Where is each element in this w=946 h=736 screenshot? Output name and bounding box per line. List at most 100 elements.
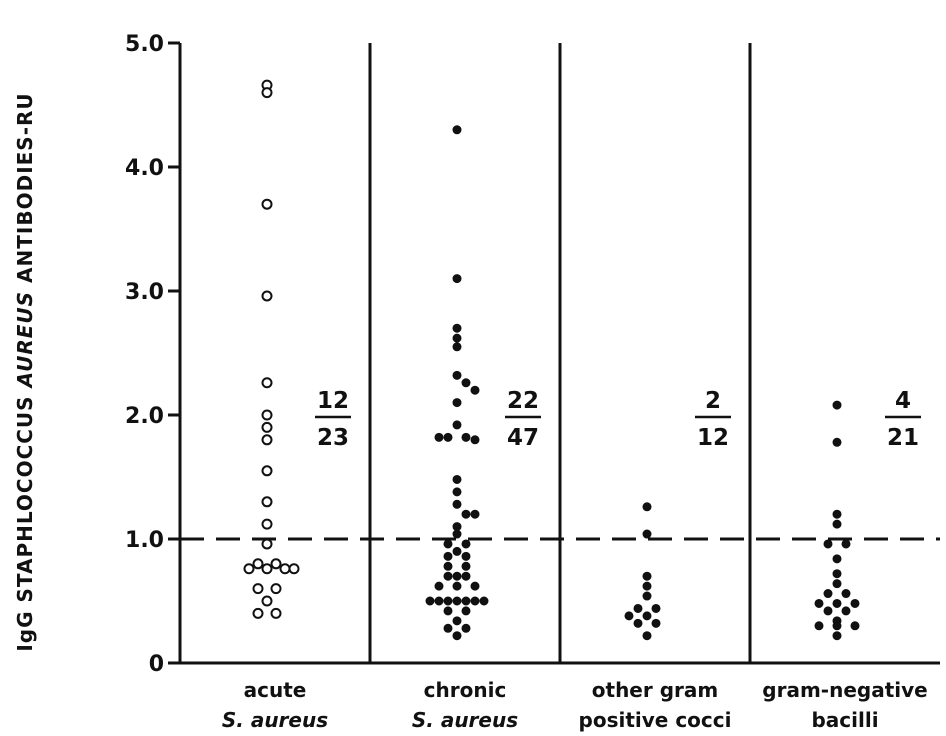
- data-point: [850, 621, 860, 631]
- fraction-denominator: 21: [887, 425, 919, 451]
- data-point: [461, 539, 471, 549]
- y-ticks: 0 1.0 2.0 3.0 4.0 5.0: [125, 32, 180, 677]
- data-point: [261, 198, 273, 210]
- data-point: [452, 398, 462, 408]
- data-point: [452, 571, 462, 581]
- y-tick-label: 3.0: [125, 280, 164, 305]
- y-axis-title-prefix: IgG: [13, 603, 37, 652]
- data-point: [443, 596, 453, 606]
- data-point: [642, 591, 652, 601]
- data-point: [270, 558, 282, 570]
- data-point: [642, 611, 652, 621]
- data-point: [841, 539, 851, 549]
- data-point: [452, 499, 462, 509]
- category-label-line2: S. aureus: [222, 708, 328, 732]
- data-point: [261, 538, 273, 550]
- data-point: [443, 606, 453, 616]
- fraction-numerator: 4: [895, 388, 911, 414]
- data-point: [823, 539, 833, 549]
- data-point: [642, 529, 652, 539]
- data-point: [832, 400, 842, 410]
- data-point: [633, 618, 643, 628]
- data-point: [270, 607, 282, 619]
- data-point: [814, 598, 824, 608]
- data-point: [452, 125, 462, 135]
- data-point: [832, 519, 842, 529]
- data-point: [261, 595, 273, 607]
- data-point: [443, 571, 453, 581]
- data-point: [452, 274, 462, 284]
- data-point: [452, 420, 462, 430]
- data-point: [479, 596, 489, 606]
- y-tick-label: 0: [149, 652, 164, 677]
- data-point: [443, 623, 453, 633]
- data-point: [642, 502, 652, 512]
- data-point: [452, 487, 462, 497]
- category-label-line1: chronic: [424, 678, 507, 702]
- category-labels: acute S. aureus chronic S. aureus other gram…: [222, 678, 928, 732]
- data-point: [452, 474, 462, 484]
- data-point: [470, 596, 480, 606]
- data-point: [270, 583, 282, 595]
- data-point: [261, 434, 273, 446]
- data-point: [461, 509, 471, 519]
- data-point: [461, 596, 471, 606]
- data-point: [633, 603, 643, 613]
- data-point: [452, 370, 462, 380]
- y-tick-label: 5.0: [125, 32, 164, 57]
- data-point: [461, 561, 471, 571]
- data-point: [470, 581, 480, 591]
- data-point: [841, 606, 851, 616]
- data-point: [461, 623, 471, 633]
- data-point: [832, 621, 842, 631]
- data-point: [651, 603, 661, 613]
- data-point: [832, 579, 842, 589]
- data-point: [261, 290, 273, 302]
- data-point: [452, 631, 462, 641]
- data-point: [443, 561, 453, 571]
- data-point: [452, 581, 462, 591]
- data-points: [243, 79, 860, 641]
- data-point: [832, 569, 842, 579]
- data-point: [261, 377, 273, 389]
- data-point: [443, 432, 453, 442]
- data-point: [261, 465, 273, 477]
- fractions: 12 23 22 47 2 12 4 21: [315, 388, 921, 451]
- data-point: [434, 596, 444, 606]
- data-point: [461, 432, 471, 442]
- y-axis-title-italic: AUREUS: [13, 291, 37, 390]
- fraction-denominator: 47: [507, 425, 539, 451]
- data-point: [261, 409, 273, 421]
- data-point: [288, 563, 300, 575]
- y-tick-label: 2.0: [125, 404, 164, 429]
- data-point: [470, 509, 480, 519]
- data-point: [261, 421, 273, 433]
- data-point: [814, 621, 824, 631]
- data-point: [452, 333, 462, 343]
- category-label-line2: S. aureus: [412, 708, 518, 732]
- category-label-line1: gram-negative: [762, 678, 927, 702]
- data-point: [261, 518, 273, 530]
- data-point: [832, 631, 842, 641]
- data-point: [443, 539, 453, 549]
- data-point: [452, 323, 462, 333]
- data-point: [261, 87, 273, 99]
- data-point: [841, 589, 851, 599]
- data-point: [434, 432, 444, 442]
- data-point: [279, 563, 291, 575]
- data-point: [850, 598, 860, 608]
- data-point: [452, 342, 462, 352]
- data-point: [461, 551, 471, 561]
- data-point: [832, 437, 842, 447]
- data-point: [452, 596, 462, 606]
- data-point: [470, 385, 480, 395]
- data-point: [252, 558, 264, 570]
- data-point: [434, 581, 444, 591]
- data-point: [832, 598, 842, 608]
- data-point: [642, 571, 652, 581]
- data-point: [452, 529, 462, 539]
- data-point: [642, 631, 652, 641]
- category-label-line1: other gram: [592, 678, 718, 702]
- data-point: [823, 606, 833, 616]
